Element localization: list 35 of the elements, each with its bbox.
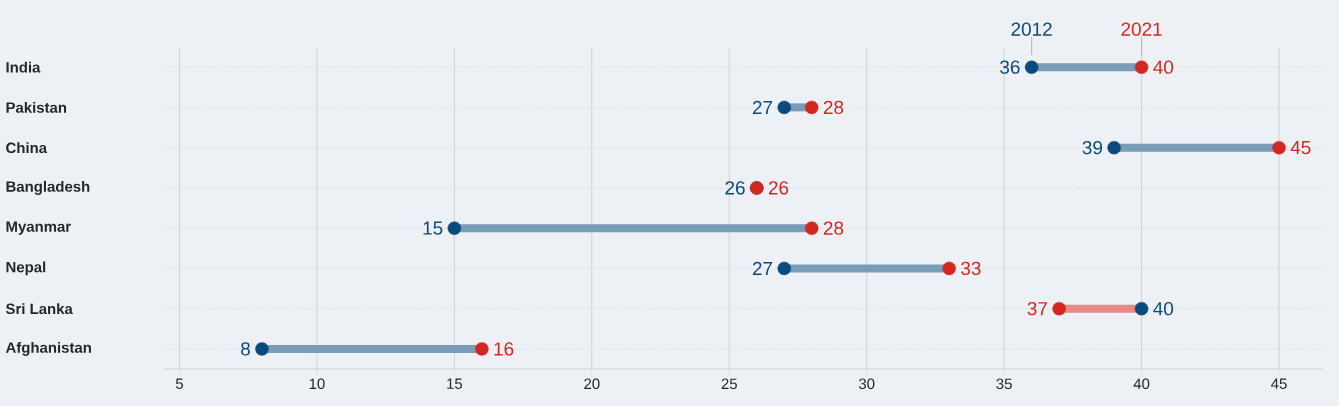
data-label: 26 xyxy=(768,181,789,195)
series-label: 2021 xyxy=(1121,22,1162,36)
y-tick-label: Pakistan xyxy=(6,101,67,113)
data-label: 37 xyxy=(1027,301,1047,316)
y-tick-label: India xyxy=(6,61,41,73)
y-tick-label: Afghanistan xyxy=(5,341,91,356)
data-label: 45 xyxy=(1290,141,1311,155)
x-tick-label: 20 xyxy=(584,378,600,390)
data-label: 39 xyxy=(1082,140,1102,155)
x-tick-label: 5 xyxy=(175,378,184,389)
x-tick-label: 45 xyxy=(1271,378,1287,389)
data-label: 8 xyxy=(241,342,250,356)
data-label: 27 xyxy=(752,261,773,275)
y-tick-label: Bangladesh xyxy=(6,180,90,195)
x-tick-label: 40 xyxy=(1133,378,1150,390)
x-tick-label: 15 xyxy=(447,378,463,389)
data-label: 40 xyxy=(1153,301,1174,316)
x-tick-label: 25 xyxy=(721,378,737,390)
data-label: 28 xyxy=(823,221,844,235)
series-label: 2012 xyxy=(1011,22,1052,36)
x-tick-label: 30 xyxy=(858,378,875,390)
data-label: 40 xyxy=(1153,60,1174,74)
y-tick-label: Myanmar xyxy=(6,221,71,235)
data-label: 15 xyxy=(423,221,443,235)
x-tick-label: 10 xyxy=(309,378,325,390)
data-label: 16 xyxy=(494,342,514,356)
y-tick-label: Nepal xyxy=(6,261,46,276)
data-label: 27 xyxy=(752,100,773,114)
data-label: 28 xyxy=(823,100,844,115)
data-label: 26 xyxy=(725,181,745,195)
data-label: 36 xyxy=(1000,60,1020,74)
y-tick-label: Sri Lanka xyxy=(5,303,73,315)
data-label: 33 xyxy=(961,261,981,276)
y-tick-label: China xyxy=(6,142,48,154)
x-tick-label: 35 xyxy=(996,378,1012,390)
